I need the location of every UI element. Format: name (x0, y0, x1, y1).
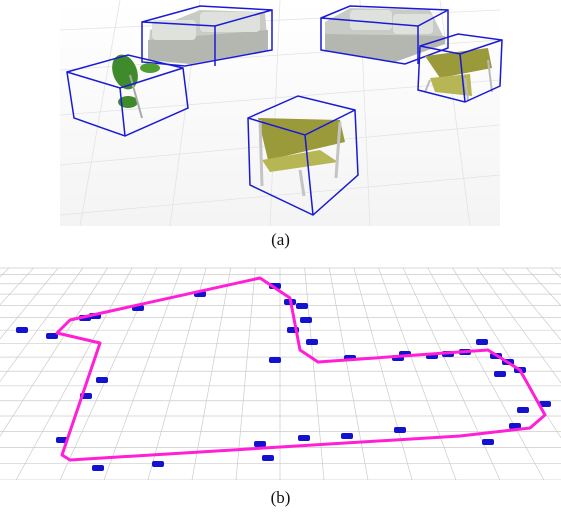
car-marker (539, 401, 551, 407)
grid-line (15, 267, 133, 480)
chair-front-bbox (247, 95, 359, 216)
plant (112, 54, 160, 119)
grid-line (0, 267, 34, 306)
grid-line (0, 267, 108, 437)
car-marker (517, 407, 529, 413)
grid-line (0, 267, 84, 383)
plant-bbox (66, 54, 189, 137)
car-marker (482, 439, 494, 445)
car-marker (306, 339, 318, 345)
grid-line (59, 267, 158, 480)
sofa-right-bbox (320, 5, 449, 65)
caption-b: (b) (270, 488, 291, 507)
car-marker (152, 461, 164, 467)
panel-a-furniture-scene (0, 0, 561, 226)
car-marker (509, 423, 521, 429)
car-marker (300, 317, 312, 323)
grid-line (427, 267, 545, 480)
car-marker (92, 465, 104, 471)
car-marker (298, 435, 310, 441)
grid-line (147, 267, 207, 480)
grid-line (0, 267, 59, 340)
grid-line (452, 267, 561, 439)
grid-line (103, 267, 182, 480)
car-marker (296, 303, 308, 309)
chair-right-bbox (417, 33, 503, 103)
sofa-left (148, 10, 268, 64)
grid-line (526, 267, 561, 307)
car-marker (269, 357, 281, 363)
grid-line (235, 267, 256, 480)
panel-b-trajectory-scene (0, 258, 561, 480)
grid-line (550, 267, 561, 279)
chair-right (424, 48, 493, 101)
grid-line (304, 267, 325, 480)
car-marker (262, 455, 274, 461)
car-marker (254, 441, 266, 447)
furniture-scene-image (59, 0, 503, 226)
car-marker (341, 433, 353, 439)
chair-front (258, 118, 345, 197)
sofa-left-bbox (141, 5, 273, 67)
grid-line (328, 267, 369, 480)
grid-line (353, 267, 413, 480)
car-marker (96, 377, 108, 383)
grid-line (402, 267, 501, 480)
car-marker (494, 371, 506, 377)
trajectory-scene-image (0, 267, 561, 480)
car-marker (476, 339, 488, 345)
grid-line (501, 267, 561, 341)
car-marker (16, 327, 28, 333)
vehicle-trajectory (55, 276, 547, 462)
grid-line (476, 267, 561, 384)
parked-cars (16, 283, 551, 471)
grid-line (191, 267, 232, 480)
grid-line (378, 267, 457, 480)
car-marker (394, 427, 406, 433)
car-marker (46, 333, 58, 339)
caption-a: (a) (271, 230, 290, 249)
